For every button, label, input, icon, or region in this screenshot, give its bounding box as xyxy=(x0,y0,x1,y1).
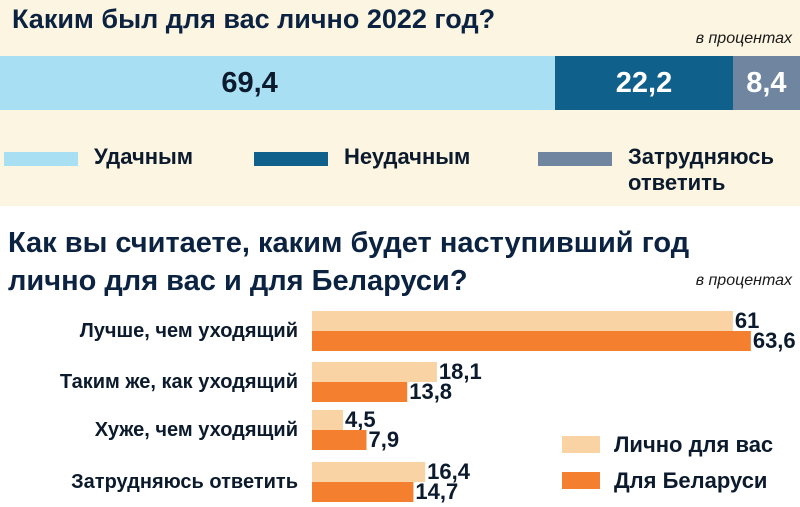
stacked-bar: 69,4 22,2 8,4 xyxy=(0,56,800,110)
value-label: 61 xyxy=(735,308,759,333)
value-label: 18,1 xyxy=(439,359,482,384)
chart1-title: Каким был для вас лично 2022 год? xyxy=(12,4,496,34)
legend-swatch-belarus xyxy=(562,472,600,489)
chart2-title: Как вы считаете, каким будет наступивший… xyxy=(8,227,690,297)
value-label: 14,7 xyxy=(415,479,458,504)
bar-segment-successful: 69,4 xyxy=(0,56,556,110)
chart2-unit-label: в процентах xyxy=(695,272,792,289)
legend-swatch-unsuccessful xyxy=(254,152,328,166)
value-label: 22,2 xyxy=(615,66,673,99)
category-label: Хуже, чем уходящий xyxy=(95,419,298,441)
value-label: 16,4 xyxy=(427,459,471,484)
legend-label-belarus: Для Беларуси xyxy=(614,468,767,493)
chart1-unit-label: в процентах xyxy=(695,30,792,47)
bar-segment-hard-to-say: 8,4 xyxy=(732,56,800,110)
bar-segment-unsuccessful: 22,2 xyxy=(555,56,733,110)
legend-label-hard-to-say: Затрудняюсь ответить xyxy=(628,144,774,195)
value-label: 7,9 xyxy=(369,427,400,452)
legend-label-unsuccessful: Неудачным xyxy=(344,144,471,169)
bar-belarus xyxy=(312,331,751,351)
legend-label-personal: Лично для вас xyxy=(614,432,773,457)
legend-swatch-personal xyxy=(562,436,600,453)
bar-belarus xyxy=(312,430,367,450)
bar-personal xyxy=(312,311,733,331)
category-label: Затрудняюсь ответить xyxy=(71,471,298,493)
value-label: 4,5 xyxy=(345,407,376,432)
value-label: 63,6 xyxy=(753,328,796,353)
value-label: 69,4 xyxy=(221,66,278,99)
legend-swatch-successful xyxy=(4,152,78,166)
value-label: 13,8 xyxy=(409,379,452,404)
value-label: 8,4 xyxy=(746,66,787,99)
bar-belarus xyxy=(312,482,414,502)
legend-swatch-hard-to-say xyxy=(538,152,612,166)
category-label: Лучше, чем уходящий xyxy=(80,320,298,342)
bar-personal xyxy=(312,462,426,482)
bar-personal xyxy=(312,362,437,382)
category-label: Таким же, как уходящий xyxy=(60,371,298,393)
bar-belarus xyxy=(312,382,408,402)
legend-label-successful: Удачным xyxy=(94,144,194,169)
chart1-legend: Удачным Неудачным Затрудняюсь ответить xyxy=(0,144,800,204)
bar-personal xyxy=(312,410,344,430)
